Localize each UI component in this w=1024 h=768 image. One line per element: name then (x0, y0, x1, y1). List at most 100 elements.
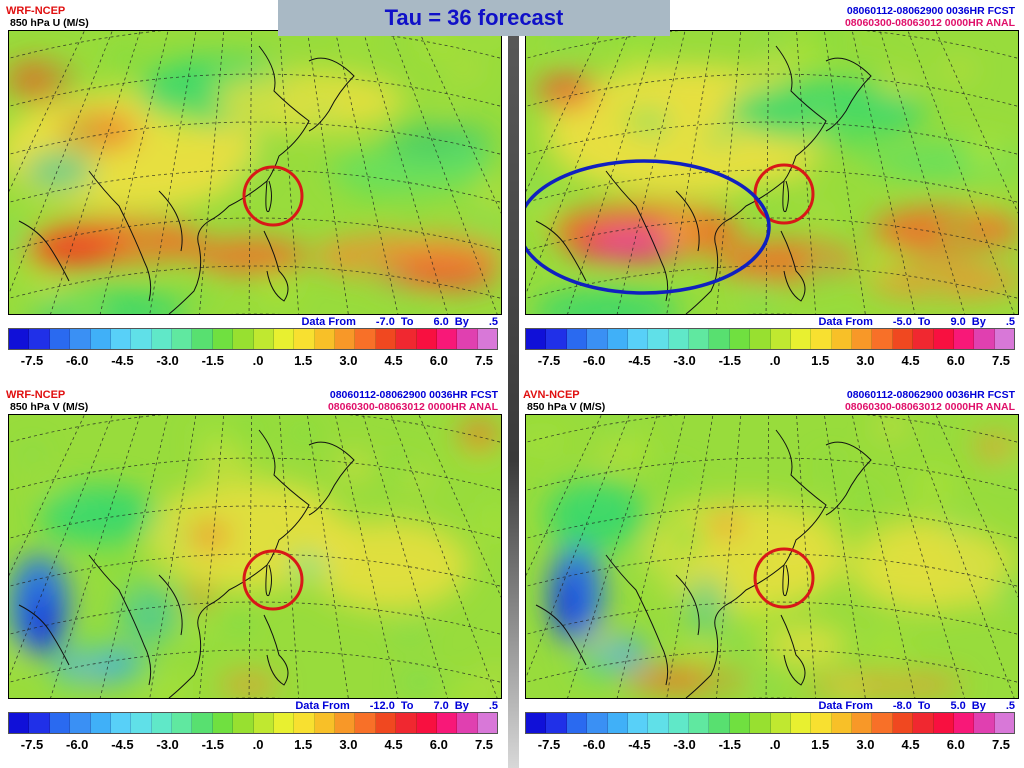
latitude-line (526, 553, 1018, 587)
colorbar-swatch (212, 713, 234, 733)
colorbar-tick-label: 4.5 (384, 353, 403, 368)
field-blob (832, 677, 868, 698)
colorbar-tick-label: -3.0 (673, 737, 696, 752)
field-blob (654, 468, 693, 482)
longitude-line (9, 31, 113, 295)
range-max: 7.0 (433, 700, 449, 712)
colorbar-swatch (689, 329, 710, 349)
field-blob (851, 124, 883, 154)
field-blob (72, 296, 104, 314)
colorbar-swatch (314, 329, 335, 349)
colorbar-swatch (9, 329, 30, 349)
colorbar-swatch (811, 713, 832, 733)
colorbar-tick-label: 7.5 (991, 737, 1011, 752)
colorbar-tick-label: 6.0 (429, 737, 448, 752)
field-blob (137, 226, 151, 252)
field-blob (29, 211, 53, 224)
coastline-path (158, 574, 183, 636)
colorbar-swatch (192, 713, 213, 733)
data-from-label: Data From (818, 700, 873, 712)
field-blob (971, 581, 1000, 608)
field-blob (69, 120, 94, 142)
colorbar-swatch (355, 329, 376, 349)
latitude-line (526, 415, 1018, 443)
coastline-path (675, 190, 700, 252)
field-blob (804, 63, 840, 77)
field-blob (731, 629, 746, 659)
colorbar-swatch (770, 329, 791, 349)
colorbar-swatch (233, 329, 254, 349)
field-blob (875, 417, 907, 436)
field-blob (171, 525, 184, 554)
longitude-line (248, 31, 253, 314)
coastline-path (265, 564, 272, 597)
field-blob (262, 276, 294, 303)
colorbar-swatch (131, 329, 152, 349)
colorbar-tick-label: 3.0 (856, 353, 875, 368)
longitude-line (851, 415, 916, 698)
colorbar-swatch (526, 329, 547, 349)
colorbar-swatch (953, 713, 975, 733)
field-blob (636, 234, 676, 248)
field-blob (862, 550, 892, 567)
colorbar-swatch (587, 329, 608, 349)
highlight-ellipse (526, 159, 771, 295)
field-blob (781, 165, 818, 181)
colorbar-swatch (770, 713, 791, 733)
title-banner: Tau = 36 forecast (278, 0, 670, 36)
colorbar-swatch (253, 713, 274, 733)
latitude-line (526, 73, 1018, 107)
field-blob (810, 110, 834, 131)
field-blob (329, 148, 489, 194)
field-blob (985, 544, 1018, 571)
colorbar-tick-label: 3.0 (339, 737, 358, 752)
field-blob (845, 61, 884, 73)
coastline-path (168, 429, 310, 698)
colorbar (8, 712, 498, 734)
field-blob (812, 208, 827, 227)
coastline-path (535, 220, 587, 282)
colorbar-tick-label: 1.5 (811, 353, 830, 368)
field-blob (776, 134, 807, 147)
coastline-path (88, 170, 152, 302)
colorbar-tick-label: -7.5 (537, 737, 561, 752)
field-blob (962, 196, 998, 214)
colorbar-swatch (974, 713, 995, 733)
colorbar-swatch (314, 713, 335, 733)
colorbar-swatch (668, 713, 689, 733)
colorbar-tick-label: .0 (252, 737, 264, 752)
data-range: Data From -8.0 To 5.0 By .5 (818, 700, 1015, 712)
model-label: WRF-NCEP (6, 389, 66, 401)
field-blob (72, 633, 113, 663)
range-min: -7.0 (375, 316, 395, 328)
field-blob (311, 105, 337, 118)
field-blob (481, 509, 501, 535)
field-blob (409, 301, 424, 314)
coastline-path (158, 190, 183, 252)
field-blob (961, 561, 981, 574)
field-blob (399, 673, 435, 690)
longitude-line (362, 415, 448, 698)
colorbar-tick-label: .0 (769, 737, 781, 752)
colorbar-tick-label: 1.5 (294, 737, 313, 752)
data-range: Data From -7.0 To 6.0 By .5 (301, 316, 498, 328)
field-blob (29, 595, 59, 655)
colorbar (525, 328, 1015, 350)
colorbar-tick-label: 4.5 (384, 737, 403, 752)
field-blob (626, 549, 646, 564)
field-label: 850 hPa V (M/S) (527, 401, 606, 413)
analysis-period: 08060300-08063012 0000HR ANAL (844, 17, 1015, 29)
longitude-line (666, 415, 714, 698)
colorbar-tick-label: -4.5 (111, 353, 134, 368)
colorbar-tick-label: 3.0 (856, 737, 875, 752)
map-view (525, 414, 1019, 699)
field-blob (764, 33, 778, 59)
coastline-path (782, 564, 789, 597)
longitude-line (824, 31, 866, 314)
field-blob (469, 214, 499, 228)
field-blob (941, 64, 976, 76)
colorbar-tick-label: .0 (769, 353, 781, 368)
longitude-line (334, 415, 399, 698)
field-blob (665, 215, 693, 244)
field-blob (766, 625, 846, 665)
